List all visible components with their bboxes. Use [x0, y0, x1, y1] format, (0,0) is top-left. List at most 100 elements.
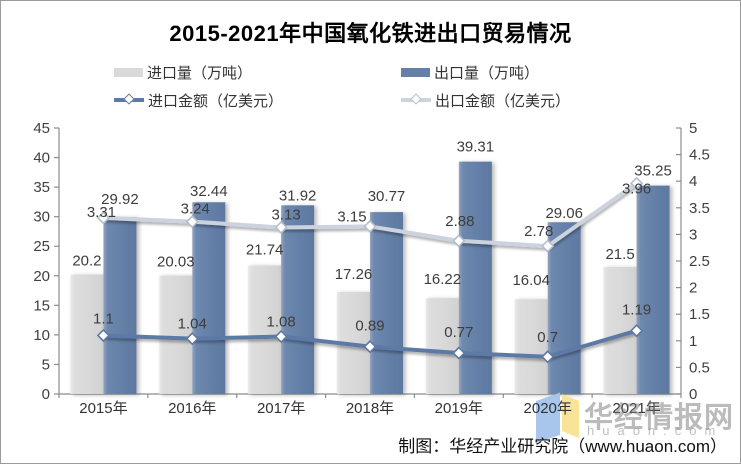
export-volume-bar	[636, 185, 670, 394]
export-volume-bar	[547, 222, 581, 394]
right-axis-tick-label: 0.5	[689, 359, 710, 376]
chart-title: 2015-2021年中国氧化铁进出口贸易情况	[169, 21, 572, 46]
import-amount-marker-icon	[185, 332, 199, 346]
export-amount-label: 3.31	[87, 204, 116, 221]
import-volume-label: 16.22	[424, 271, 462, 288]
export-volume-bar	[192, 202, 226, 394]
left-axis-tick-label: 20	[33, 268, 50, 285]
x-axis-label: 2018年	[346, 400, 394, 417]
export-volume-label: 31.92	[279, 187, 317, 204]
legend-item-0: 进口量（万吨）	[114, 64, 253, 82]
x-axis-label: 2020年	[524, 400, 572, 417]
import-volume-bar	[248, 265, 282, 394]
legend-label: 出口金额（亿美元）	[435, 92, 571, 110]
x-axis-label: 2016年	[168, 400, 216, 417]
import-amount-marker-icon	[363, 340, 377, 354]
import-amount-marker-icon	[96, 328, 111, 343]
export-amount-label: 2.78	[524, 223, 553, 240]
export-amount-label: 2.88	[445, 213, 474, 230]
right-axis-tick-label: 4	[689, 173, 697, 190]
import-amount-marker-icon	[452, 346, 466, 360]
export-amount-label: 3.13	[272, 206, 301, 223]
import-volume-bar	[70, 274, 104, 394]
legend-bar-swatch-icon	[114, 67, 143, 77]
left-axis-tick-label: 10	[33, 327, 50, 344]
left-axis-tick-label: 30	[33, 209, 50, 226]
import-volume-label: 17.26	[335, 266, 373, 283]
right-axis-tick-label: 4.5	[689, 147, 710, 164]
right-axis-tick-label: 1.5	[689, 306, 710, 323]
left-axis-tick-label: 25	[33, 238, 50, 255]
x-axis-label: 2019年	[435, 400, 483, 417]
export-amount-label: 3.24	[181, 201, 210, 218]
left-axis-tick-label: 0	[42, 386, 50, 403]
left-axis-tick-label: 15	[33, 297, 50, 314]
export-volume-bar	[103, 217, 137, 394]
legend-item-2: 进口金额（亿美元）	[114, 92, 284, 110]
import-amount-label: 1.19	[622, 302, 651, 319]
import-amount-marker-icon	[274, 329, 288, 344]
legend-label: 进口量（万吨）	[147, 64, 253, 82]
right-axis-tick-label: 3	[689, 226, 697, 243]
right-axis-tick-label: 1	[689, 333, 697, 350]
left-axis-tick-label: 5	[42, 356, 50, 373]
right-axis-tick-label: 2.5	[689, 253, 710, 270]
export-volume-bar	[370, 212, 403, 394]
left-axis-tick-label: 45	[33, 120, 50, 137]
export-amount-marker-icon	[363, 219, 377, 234]
import-amount-label: 1.1	[93, 310, 114, 327]
legend-item-1: 出口量（万吨）	[401, 64, 540, 82]
left-axis-tick-label: 35	[33, 179, 50, 196]
export-amount-label: 3.96	[622, 180, 651, 197]
logo-right-page	[562, 394, 579, 438]
left-axis-tick-label: 40	[33, 150, 50, 167]
right-axis-tick-label: 2	[689, 280, 697, 297]
right-axis-tick-label: 0	[689, 386, 697, 403]
export-volume-label: 39.31	[457, 139, 495, 156]
export-volume-label: 35.25	[634, 163, 672, 180]
export-amount-marker-icon	[452, 234, 466, 248]
x-axis-label: 2021年	[612, 400, 660, 417]
import-volume-label: 20.2	[72, 253, 101, 270]
export-amount-marker-icon	[541, 239, 555, 253]
export-volume-label: 29.06	[545, 205, 583, 222]
export-amount-marker-icon	[629, 176, 644, 190]
import-volume-label: 21.74	[246, 241, 284, 258]
import-amount-label: 0.77	[444, 324, 473, 341]
import-amount-label: 0.7	[537, 329, 558, 346]
import-amount-label: 0.89	[355, 318, 384, 335]
huaon-logo-icon	[536, 392, 579, 443]
import-volume-label: 16.04	[512, 272, 550, 289]
import-amount-marker-icon	[541, 350, 555, 364]
import-volume-bar	[159, 275, 193, 394]
logo-left-page	[536, 392, 560, 443]
x-axis-label: 2015年	[79, 400, 127, 417]
import-amount-marker-icon	[629, 324, 644, 338]
export-volume-label: 29.92	[101, 191, 139, 208]
import-amount-label: 1.04	[178, 316, 207, 333]
x-axis-label: 2017年	[257, 400, 305, 417]
right-axis-tick-label: 5	[689, 120, 697, 137]
export-volume-bar	[458, 161, 492, 394]
legend-bar-swatch-icon	[401, 67, 430, 77]
import-volume-label: 20.03	[157, 254, 195, 271]
import-volume-label: 21.5	[605, 246, 634, 263]
export-amount-label: 3.15	[337, 208, 366, 225]
export-volume-bar	[281, 205, 315, 394]
legend-item-3: 出口金额（亿美元）	[401, 92, 571, 110]
credit-line: 制图：华经产业研究院（www.huaon.com）	[398, 437, 727, 456]
watermark-brand-text: 华经情报网	[584, 402, 735, 434]
export-volume-label: 30.77	[368, 188, 406, 205]
import-volume-bar	[514, 299, 548, 394]
export-amount-marker-icon	[274, 220, 288, 235]
legend-label: 出口量（万吨）	[434, 64, 540, 82]
legend-line-marker-icon	[401, 93, 431, 105]
export-amount-marker-icon	[185, 215, 199, 229]
legend-line-marker-icon	[114, 93, 144, 105]
legend-label: 进口金额（亿美元）	[148, 92, 284, 110]
watermark-domain-text: huaon.com	[587, 423, 724, 438]
import-amount-label: 1.08	[267, 314, 296, 331]
export-volume-label: 32.44	[190, 183, 228, 200]
right-axis-tick-label: 3.5	[689, 200, 710, 217]
